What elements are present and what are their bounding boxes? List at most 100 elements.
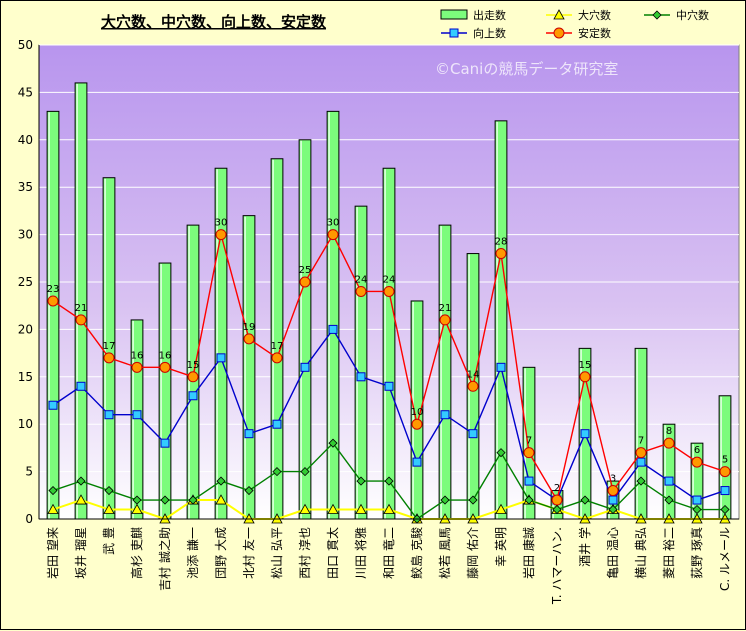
point: [579, 371, 591, 383]
point: [449, 28, 459, 38]
y-tick-label: 5: [25, 465, 33, 479]
x-tick-label: T. ハマーハン.: [550, 527, 564, 605]
data-label: 23: [47, 284, 60, 295]
point: [75, 494, 87, 505]
legend-label: 中穴数: [676, 8, 709, 22]
y-axis: 0 5 10 15 20 25 30 35 40 45 50: [18, 38, 40, 526]
point: [551, 494, 563, 506]
x-tick-label: C. ルメール: [718, 527, 732, 591]
series-向上数: [48, 324, 730, 505]
point: [76, 381, 86, 391]
x-tick-label: 和田 竜二: [382, 527, 396, 579]
legend-item: 安定数: [546, 26, 611, 40]
data-label: 6: [694, 445, 700, 456]
point: [243, 333, 255, 345]
point: [720, 486, 730, 496]
y-tick-label: 15: [18, 370, 33, 384]
x-tick-label: 酒井 学: [577, 527, 592, 567]
line-series: [47, 229, 731, 524]
y-tick-label: 20: [18, 322, 33, 336]
x-tick-label: 菱田 裕二: [661, 527, 676, 579]
point: [439, 314, 451, 326]
legend-swatch: [440, 9, 468, 20]
point: [524, 476, 534, 486]
point: [552, 504, 562, 515]
point: [244, 485, 254, 496]
point: [440, 410, 450, 420]
x-tick-label: 団野 大成: [214, 527, 228, 579]
data-label: 30: [327, 218, 340, 229]
point: [48, 400, 58, 410]
legend-label: 大穴数: [578, 8, 611, 22]
point: [580, 495, 590, 505]
data-label: 3: [610, 474, 616, 485]
point: [356, 372, 366, 382]
point: [104, 410, 114, 420]
point: [271, 352, 283, 364]
data-label: 5: [722, 455, 728, 466]
data-label: 21: [439, 303, 452, 314]
point: [663, 437, 675, 449]
point: [132, 495, 142, 505]
y-tick-label: 35: [18, 180, 33, 194]
point: [216, 476, 226, 486]
point: [468, 429, 478, 439]
point: [664, 476, 674, 486]
point: [692, 495, 702, 505]
point: [48, 485, 58, 496]
point: [187, 371, 199, 383]
data-label: 24: [355, 274, 368, 285]
point: [47, 503, 59, 514]
point: [215, 494, 227, 505]
data-label: 19: [243, 322, 256, 333]
legend-item: 大穴数: [546, 8, 611, 22]
watermark: ©Caniの競馬データ研究室: [435, 60, 618, 78]
y-tick-label: 45: [18, 85, 33, 99]
point: [131, 361, 143, 373]
point: [300, 467, 310, 477]
point: [103, 352, 115, 364]
series-中穴数: [48, 438, 730, 524]
point: [467, 380, 479, 392]
point: [607, 485, 619, 497]
data-label: 7: [638, 436, 644, 447]
point: [355, 285, 367, 297]
x-tick-label: 吉村 誠之助: [158, 527, 172, 591]
x-tick-label: 荻野 琢真: [690, 527, 704, 579]
point: [691, 456, 703, 468]
point: [327, 503, 339, 514]
point: [636, 457, 646, 467]
point: [412, 457, 422, 467]
point: [719, 466, 731, 478]
y-tick-label: 0: [25, 512, 33, 526]
point: [608, 504, 618, 515]
data-label: 15: [187, 360, 200, 371]
x-tick-label: 高杉 吏麒: [129, 527, 144, 579]
data-label: 17: [271, 341, 284, 352]
data-label: 14: [467, 369, 480, 380]
point: [664, 495, 674, 505]
point: [580, 429, 590, 439]
point: [720, 504, 730, 515]
y-tick-label: 10: [18, 417, 33, 431]
point: [692, 504, 702, 515]
y-tick-label: 50: [18, 38, 33, 52]
point: [328, 324, 338, 334]
point: [76, 476, 86, 486]
point: [468, 495, 478, 505]
x-tick-label: 池添 謙一: [186, 527, 200, 579]
x-axis: 岩田 望来 坂井 瑠星武 豊高杉 吏麒 吉村 誠之助 池添 謙一 団野 大成 北村 友一松…: [39, 518, 739, 605]
point: [652, 10, 662, 20]
point: [216, 353, 226, 363]
data-labels: 23 21 17 16 16 15 30 19 17 25 30 24 24 10 21 14 28 7 2 15 3 7…: [47, 218, 729, 494]
point: [299, 276, 311, 288]
x-tick-label: 鮫島 克駿: [409, 527, 424, 579]
point: [131, 503, 143, 514]
data-label: 17: [103, 341, 116, 352]
point: [104, 485, 114, 496]
point: [636, 476, 646, 486]
series-安定数: [47, 229, 731, 506]
